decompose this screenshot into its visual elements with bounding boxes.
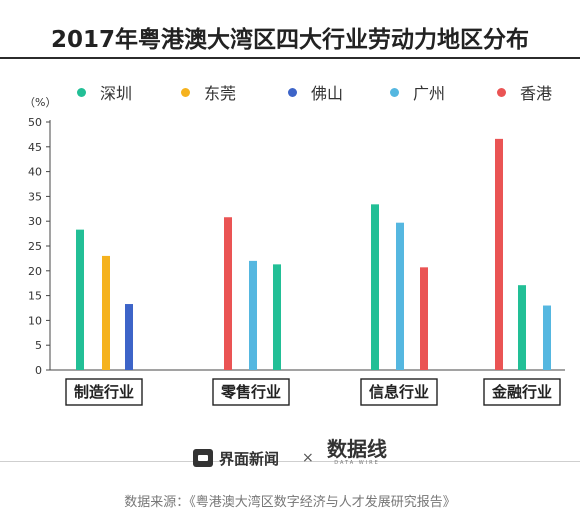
category-label-box — [360, 378, 438, 406]
data-source: 数据来源：《粤港澳大湾区数字经济与人才发展研究报告》 — [124, 495, 456, 510]
legend-item: 佛山 — [288, 80, 343, 104]
legend-item: 香港 — [497, 80, 552, 104]
bar — [76, 229, 84, 370]
category-label: 制造行业 — [74, 383, 134, 401]
y-tick-label: 20 — [28, 265, 42, 278]
footer-divider — [0, 461, 580, 462]
legend-swatch — [497, 87, 506, 97]
legend-label: 佛山 — [311, 84, 344, 103]
y-tick-label: 5 — [35, 339, 42, 352]
y-tick-label: 30 — [28, 215, 42, 228]
bar — [102, 255, 110, 370]
title-divider — [0, 57, 580, 59]
jiemian-logo: 界面新闻 — [193, 442, 279, 474]
bar — [125, 304, 133, 370]
legend: 深圳 东莞 佛山 广州 香港 — [0, 80, 580, 104]
brand-separator: × — [302, 450, 314, 466]
legend-label: 香港 — [520, 84, 553, 103]
y-tick-label: 50 — [28, 116, 42, 129]
chart-title: 2017年粤港澳大湾区四大行业劳动力地区分布 — [50, 27, 529, 53]
legend-item: 广州 — [390, 80, 445, 104]
legend-label: 深圳 — [100, 84, 133, 103]
jiemian-logo-icon — [193, 449, 213, 467]
category-label-box — [212, 378, 290, 406]
category-label: 信息行业 — [369, 383, 429, 401]
legend-swatch — [390, 87, 399, 97]
bar — [371, 204, 379, 370]
y-tick-label: 0 — [35, 364, 42, 377]
category-label: 金融行业 — [491, 383, 552, 401]
category-label: 零售行业 — [220, 383, 281, 401]
legend-label: 东莞 — [204, 84, 237, 103]
legend-swatch — [181, 87, 190, 97]
data-wire-brand-subtitle: DATA WIRE — [334, 460, 380, 466]
y-tick-label: 10 — [28, 314, 42, 327]
category-label-box — [65, 378, 143, 406]
bar — [273, 264, 281, 370]
legend-item: 深圳 — [77, 80, 132, 104]
legend-swatch — [77, 87, 86, 97]
data-wire-logo: 数据线 DATA WIRE — [327, 438, 387, 466]
bar — [543, 305, 551, 370]
bar — [224, 217, 232, 370]
y-tick-label: 40 — [28, 166, 42, 179]
legend-label: 广州 — [413, 84, 446, 103]
bar — [249, 260, 257, 370]
bar — [420, 267, 428, 370]
legend-item: 东莞 — [181, 80, 236, 104]
y-tick-label: 35 — [28, 190, 42, 203]
bar — [518, 285, 526, 370]
jiemian-brand-name: 界面新闻 — [219, 449, 280, 468]
y-axis-label: （%） — [24, 96, 56, 109]
bar — [495, 138, 503, 370]
bar — [396, 222, 404, 370]
y-tick-label: 45 — [28, 141, 42, 154]
data-wire-brand-name: 数据线 — [327, 437, 387, 461]
category-label-box — [483, 378, 561, 406]
y-tick-label: 25 — [28, 240, 42, 253]
legend-swatch — [288, 87, 297, 97]
y-tick-label: 15 — [28, 290, 42, 303]
